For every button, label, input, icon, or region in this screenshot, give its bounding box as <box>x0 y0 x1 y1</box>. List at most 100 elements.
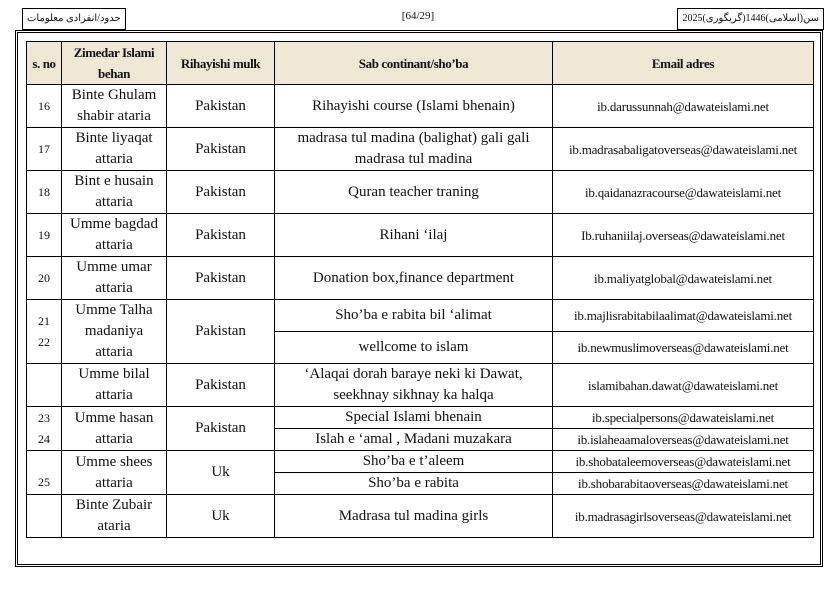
serial-cell: 17 <box>26 127 62 171</box>
table-row: 20 Umme umar attaria Pakistan Donation box,… <box>26 256 814 300</box>
table-body: 16 Binte Ghulam shabir ataria Pakistan Riha… <box>26 84 814 538</box>
email-cell: ib.shobarabitaoverseas@dawateislami.net <box>552 472 814 495</box>
serial-cell: 25 <box>26 450 62 495</box>
serial-number: 25 <box>38 474 50 489</box>
email-cell: ib.qaidanazracourse@dawateislami.net <box>552 170 814 214</box>
country-cell: Pakistan <box>166 127 275 171</box>
country-cell: Uk <box>166 450 275 495</box>
serial-cell: 20 <box>26 256 62 300</box>
header-left: حدود/انفرادی معلومات <box>22 8 126 30</box>
department-cell: Rihani ‘ilaj <box>274 213 553 257</box>
column-header: Email adres <box>552 41 814 85</box>
department-cell: wellcome to islam <box>274 331 553 364</box>
table-row: Umme bilal attaria Pakistan ‘Alaqai dorah … <box>26 363 814 407</box>
serial-cell <box>26 494 62 538</box>
department-cell: Sho’ba e rabita <box>274 472 553 495</box>
name-cell: Umme bilal attaria <box>61 363 167 407</box>
table-row: 23 24 Umme hasan attaria Pakistan Special Is… <box>26 406 814 451</box>
country-cell: Pakistan <box>166 406 275 451</box>
serial-cell: 23 24 <box>26 406 62 451</box>
department-cell: Islah e ‘amal , Madani muzakara <box>274 428 553 451</box>
email-cell: islamibahan.dawat@dawateislami.net <box>552 363 814 407</box>
name-cell: Umme bagdad attaria <box>61 213 167 257</box>
serial-number: 20 <box>38 270 50 285</box>
name-cell: Bint e husain attaria <box>61 170 167 214</box>
serial-wrap: 20 <box>29 258 59 298</box>
column-header: Rihayishi mulk <box>166 41 275 85</box>
table-row: 17 Binte liyaqat attaria Pakistan madrasa t… <box>26 127 814 171</box>
serial-wrap <box>29 496 59 536</box>
header-page: [64/29] <box>401 10 435 22</box>
department-cell: ‘Alaqai dorah baraye neki ki Dawat, seek… <box>274 363 553 407</box>
country-cell: Pakistan <box>166 299 275 364</box>
serial-number: 16 <box>38 98 50 113</box>
serial-wrap <box>29 365 59 405</box>
department-cell: Quran teacher traning <box>274 170 553 214</box>
serial-wrap: 21 22 <box>29 311 59 353</box>
department-cell: Rihayishi course (Islami bhenain) <box>274 84 553 128</box>
email-cell: ib.islaheaamaloverseas@dawateislami.net <box>552 428 814 451</box>
table-row: Binte Zubair ataria Uk Madrasa tul madina … <box>26 494 814 538</box>
department-cell: Sho’ba e t’aleem <box>274 450 553 473</box>
name-cell: Binte liyaqat attaria <box>61 127 167 171</box>
table-row: 21 22 Umme Talha madaniya attaria Pakistan S… <box>26 299 814 364</box>
frame: s. no Zimedar Islami behan Rihayishi mulk S… <box>15 30 823 567</box>
serial-wrap: 19 <box>29 215 59 255</box>
name-cell: Umme Talha madaniya attaria <box>61 299 167 364</box>
serial-wrap: 25 <box>29 453 59 493</box>
name-cell: Binte Ghulam shabir ataria <box>61 84 167 128</box>
header-row: s. no Zimedar Islami behan Rihayishi mulk S… <box>26 41 814 85</box>
serial-wrap: 18 <box>29 172 59 212</box>
serial-wrap: 17 <box>29 129 59 169</box>
table: s. no Zimedar Islami behan Rihayishi mulk S… <box>26 41 814 538</box>
department-cell: madrasa tul madina (balighat) gali gali … <box>274 127 553 171</box>
country-cell: Pakistan <box>166 84 275 128</box>
email-cell: Ib.ruhaniilaj.overseas@dawateislami.net <box>552 213 814 257</box>
serial-number: 21 <box>38 313 50 328</box>
department-cell: Donation box,finance department <box>274 256 553 300</box>
table-row: 18 Bint e husain attaria Pakistan Quran tea… <box>26 170 814 214</box>
serial-cell <box>26 363 62 407</box>
serial-cell: 16 <box>26 84 62 128</box>
serial-number: 19 <box>38 227 50 242</box>
email-cell: ib.madrasagirlsoverseas@dawateislami.net <box>552 494 814 538</box>
department-cell: Sho’ba e rabita bil ‘alimat <box>274 299 553 332</box>
table-row: 19 Umme bagdad attaria Pakistan Rihani ‘ila… <box>26 213 814 257</box>
name-cell: Umme umar attaria <box>61 256 167 300</box>
email-cell: ib.specialpersons@dawateislami.net <box>552 406 814 429</box>
serial-number: 22 <box>38 334 50 349</box>
department-cell: Madrasa tul madina girls <box>274 494 553 538</box>
column-header: s. no <box>26 41 62 85</box>
name-cell: Umme hasan attaria <box>61 406 167 451</box>
serial-cell: 19 <box>26 213 62 257</box>
email-cell: ib.darussunnah@dawateislami.net <box>552 84 814 128</box>
name-cell: Binte Zubair ataria <box>61 494 167 538</box>
department-cell: Special Islami bhenain <box>274 406 553 429</box>
email-cell: ib.majlisrabitabilaalimat@dawateislami.n… <box>552 299 814 332</box>
email-cell: ib.newmuslimoverseas@dawateislami.net <box>552 331 814 364</box>
country-cell: Pakistan <box>166 170 275 214</box>
country-cell: Pakistan <box>166 363 275 407</box>
table-row: Islah e ‘amal , Madani muzakara ib.islahe… <box>27 428 814 451</box>
table-row: 25 Umme shees attaria Uk Sho’ba e t’aleem ib… <box>26 450 814 495</box>
column-header: Sab continant/sho’ba <box>274 41 553 85</box>
email-cell: ib.madrasabaligatoverseas@dawateislami.n… <box>552 127 814 171</box>
serial-wrap: 23 24 <box>29 408 59 450</box>
email-cell: ib.shobataleemoverseas@dawateislami.net <box>552 450 814 473</box>
email-cell: ib.maliyatglobal@dawateislami.net <box>552 256 814 300</box>
serial-number: 17 <box>38 141 50 156</box>
header-right: سن(اسلامی)1446(گریگوری)2025 <box>677 8 824 30</box>
serial-number: 24 <box>38 431 50 446</box>
country-cell: Pakistan <box>166 213 275 257</box>
column-header: Zimedar Islami behan <box>61 41 167 85</box>
serial-cell: 18 <box>26 170 62 214</box>
name-cell: Umme shees attaria <box>61 450 167 495</box>
country-cell: Uk <box>166 494 275 538</box>
table-row: 16 Binte Ghulam shabir ataria Pakistan Riha… <box>26 84 814 128</box>
serial-number: 18 <box>38 184 50 199</box>
serial-cell: 21 22 <box>26 299 62 364</box>
serial-wrap: 16 <box>29 86 59 126</box>
serial-number: 23 <box>38 410 50 425</box>
country-cell: Pakistan <box>166 256 275 300</box>
